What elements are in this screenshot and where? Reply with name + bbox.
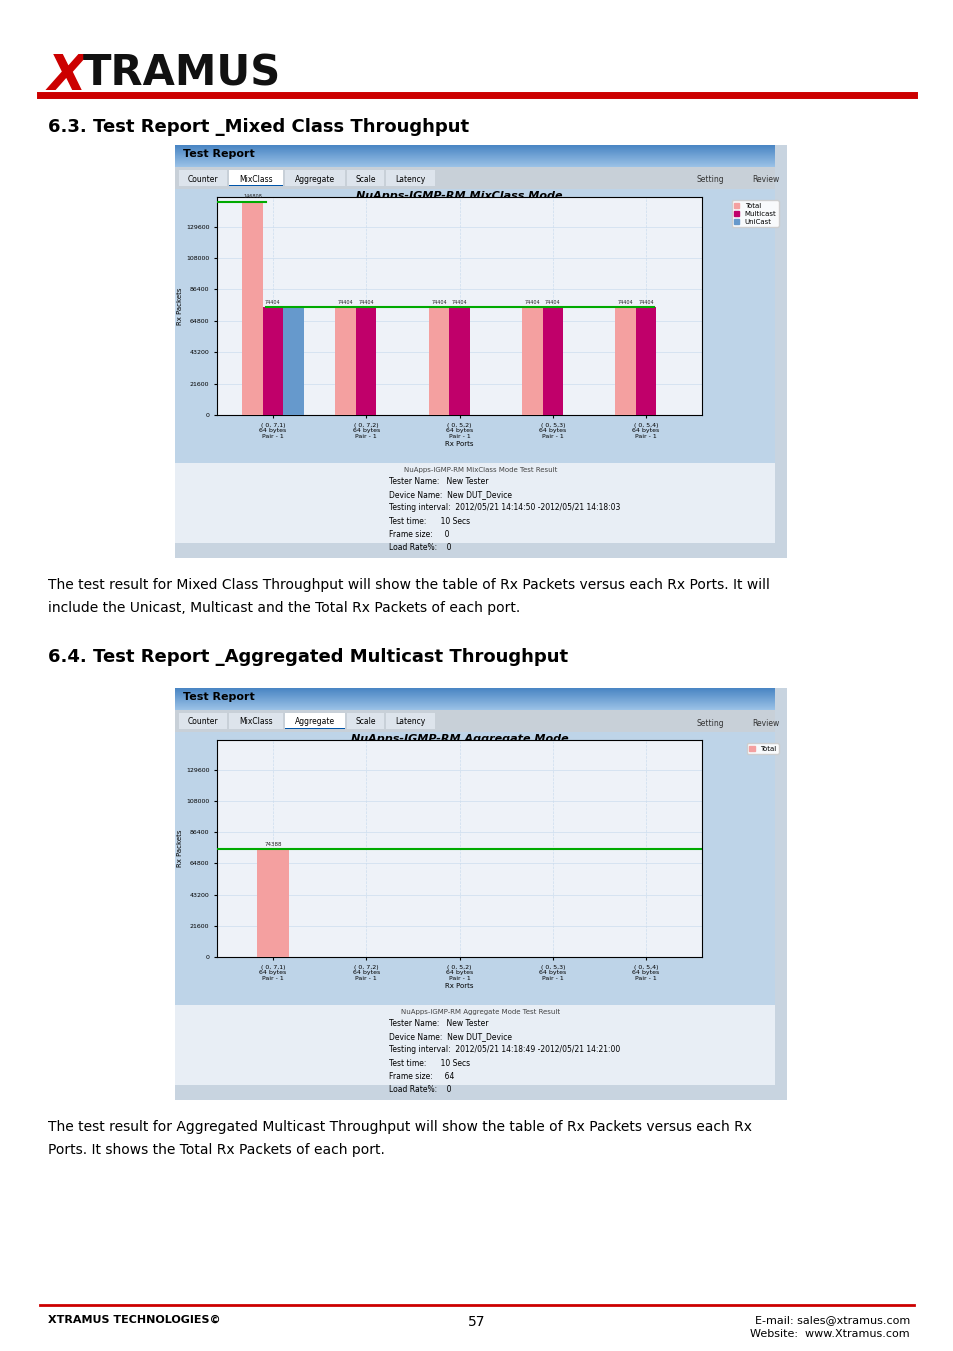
Text: Test Report: Test Report — [183, 149, 254, 159]
Bar — [256, 850, 289, 957]
Bar — [242, 201, 262, 415]
Bar — [174, 1005, 786, 1085]
Bar — [347, 713, 384, 730]
Bar — [174, 688, 786, 1100]
Bar — [174, 1085, 786, 1100]
Text: Tester Name:   New Tester
Device Name:  New DUT_Device
Testing interval:  2012/0: Tester Name: New Tester Device Name: New… — [389, 477, 619, 553]
Text: 74404: 74404 — [337, 300, 354, 305]
Text: 74404: 74404 — [617, 300, 633, 305]
Text: Latency: Latency — [395, 174, 425, 184]
Bar — [174, 168, 786, 189]
Y-axis label: Rx Packets: Rx Packets — [177, 288, 183, 324]
Text: 57: 57 — [468, 1315, 485, 1329]
Text: 74404: 74404 — [265, 300, 280, 305]
Bar — [179, 170, 227, 186]
Legend: Total, Multicast, UniCast: Total, Multicast, UniCast — [731, 200, 778, 227]
Bar — [428, 307, 449, 415]
Text: MixClass: MixClass — [239, 717, 273, 727]
Text: Review: Review — [751, 176, 779, 185]
Bar — [386, 170, 435, 186]
Bar — [174, 732, 786, 1005]
Bar — [285, 713, 345, 730]
Text: NuApps-IGMP-RM MixClass Mode Test Result: NuApps-IGMP-RM MixClass Mode Test Result — [404, 467, 558, 473]
Bar — [174, 145, 786, 558]
X-axis label: Rx Ports: Rx Ports — [445, 440, 474, 447]
Text: Counter: Counter — [188, 717, 218, 727]
Text: 74404: 74404 — [451, 300, 467, 305]
X-axis label: Rx Ports: Rx Ports — [445, 982, 474, 989]
Text: 146808: 146808 — [243, 195, 261, 200]
Bar — [180, 1008, 781, 1082]
Bar — [174, 463, 786, 543]
Text: The test result for Aggregated Multicast Throughput will show the table of Rx Pa: The test result for Aggregated Multicast… — [48, 1120, 751, 1156]
Text: Test Report: Test Report — [183, 692, 254, 703]
Text: NuApps-IGMP-RM Aggregate Mode Test Result: NuApps-IGMP-RM Aggregate Mode Test Resul… — [401, 1009, 560, 1015]
Bar — [542, 307, 562, 415]
Bar — [386, 713, 435, 730]
Bar — [230, 170, 283, 186]
Bar — [347, 170, 384, 186]
Bar — [521, 307, 542, 415]
Bar — [285, 170, 345, 186]
Bar — [216, 197, 701, 415]
Bar — [174, 711, 786, 732]
Text: XTRAMUS TECHNOLOGIES©: XTRAMUS TECHNOLOGIES© — [48, 1315, 220, 1325]
Bar — [283, 307, 303, 415]
Text: The test result for Mixed Class Throughput will show the table of Rx Packets ver: The test result for Mixed Class Throughp… — [48, 578, 769, 615]
Text: Latency: Latency — [395, 717, 425, 727]
Text: Scale: Scale — [355, 174, 375, 184]
Bar — [635, 307, 656, 415]
Bar — [774, 145, 786, 558]
Text: NuApps-IGMP-RM MixClass Mode: NuApps-IGMP-RM MixClass Mode — [355, 190, 562, 201]
Bar — [180, 466, 781, 540]
Y-axis label: Rx Packets: Rx Packets — [177, 830, 183, 867]
Text: X: X — [48, 51, 87, 100]
Text: Aggregate: Aggregate — [294, 717, 335, 727]
Text: 6.3. Test Report _Mixed Class Throughput: 6.3. Test Report _Mixed Class Throughput — [48, 118, 469, 136]
Text: Review: Review — [751, 719, 779, 727]
Text: 74404: 74404 — [358, 300, 374, 305]
Bar — [355, 307, 376, 415]
Text: 6.4. Test Report _Aggregated Multicast Throughput: 6.4. Test Report _Aggregated Multicast T… — [48, 648, 568, 666]
Text: E-mail: sales@xtramus.com
Website:  www.Xtramus.com: E-mail: sales@xtramus.com Website: www.X… — [750, 1315, 909, 1339]
Text: 74404: 74404 — [638, 300, 653, 305]
Bar — [174, 543, 786, 558]
Text: TRAMUS: TRAMUS — [83, 51, 281, 95]
Bar — [774, 688, 786, 1100]
Bar — [335, 307, 355, 415]
Legend: Total: Total — [746, 743, 778, 754]
Text: 74388: 74388 — [264, 842, 281, 847]
Text: Aggregate: Aggregate — [294, 174, 335, 184]
Bar — [179, 713, 227, 730]
Bar — [174, 189, 786, 463]
Text: 74404: 74404 — [524, 300, 539, 305]
Bar — [262, 307, 283, 415]
Text: Counter: Counter — [188, 174, 218, 184]
Text: MixClass: MixClass — [239, 174, 273, 184]
Text: Tester Name:   New Tester
Device Name:  New DUT_Device
Testing interval:  2012/0: Tester Name: New Tester Device Name: New… — [389, 1019, 619, 1094]
Text: Scale: Scale — [355, 717, 375, 727]
Bar — [615, 307, 635, 415]
Text: 74404: 74404 — [431, 300, 446, 305]
Bar — [216, 740, 701, 957]
Bar — [230, 713, 283, 730]
Text: NuApps-IGMP-RM Aggregate Mode: NuApps-IGMP-RM Aggregate Mode — [351, 734, 568, 744]
Text: Setting: Setting — [697, 719, 724, 727]
Text: Setting: Setting — [697, 176, 724, 185]
Text: 74404: 74404 — [544, 300, 560, 305]
Bar — [449, 307, 469, 415]
